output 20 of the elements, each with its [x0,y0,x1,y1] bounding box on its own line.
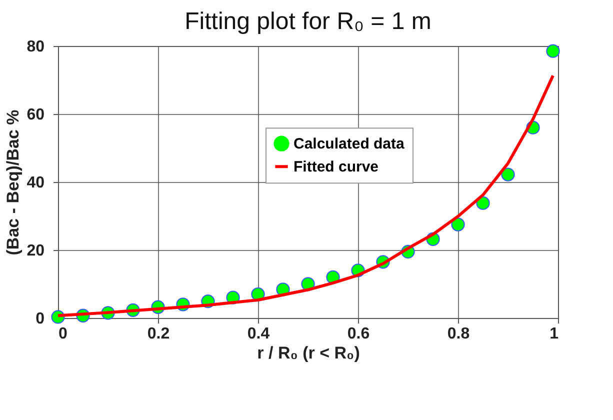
y-tick-label: 0 [36,310,45,328]
point [546,44,560,58]
x-tick-label: 1 [550,326,559,342]
chart-title: Fitting plot for R₀ = 1 m [184,8,432,35]
point [476,196,490,210]
y-tick-label: 60 [26,106,45,124]
x-tick-label: 0.6 [347,326,370,342]
x-tick-label: 0.2 [147,326,170,342]
x-tick-label: 0.4 [247,326,270,342]
x-axis-title: r / R₀ (r < R₀) [257,344,360,362]
point [451,218,465,232]
y-tick-label: 80 [26,38,45,56]
y-tick-label: 40 [26,174,45,192]
point [501,168,515,182]
legend-label: Calculated data [294,136,406,153]
x-tick-label: 0.8 [447,326,470,342]
x-tick-label: 0 [58,326,68,342]
y-axis-title: (Bac - Beq)/Bac % [4,110,23,256]
y-tick-label: 20 [26,242,45,260]
legend-label: Fitted curve [294,158,379,176]
